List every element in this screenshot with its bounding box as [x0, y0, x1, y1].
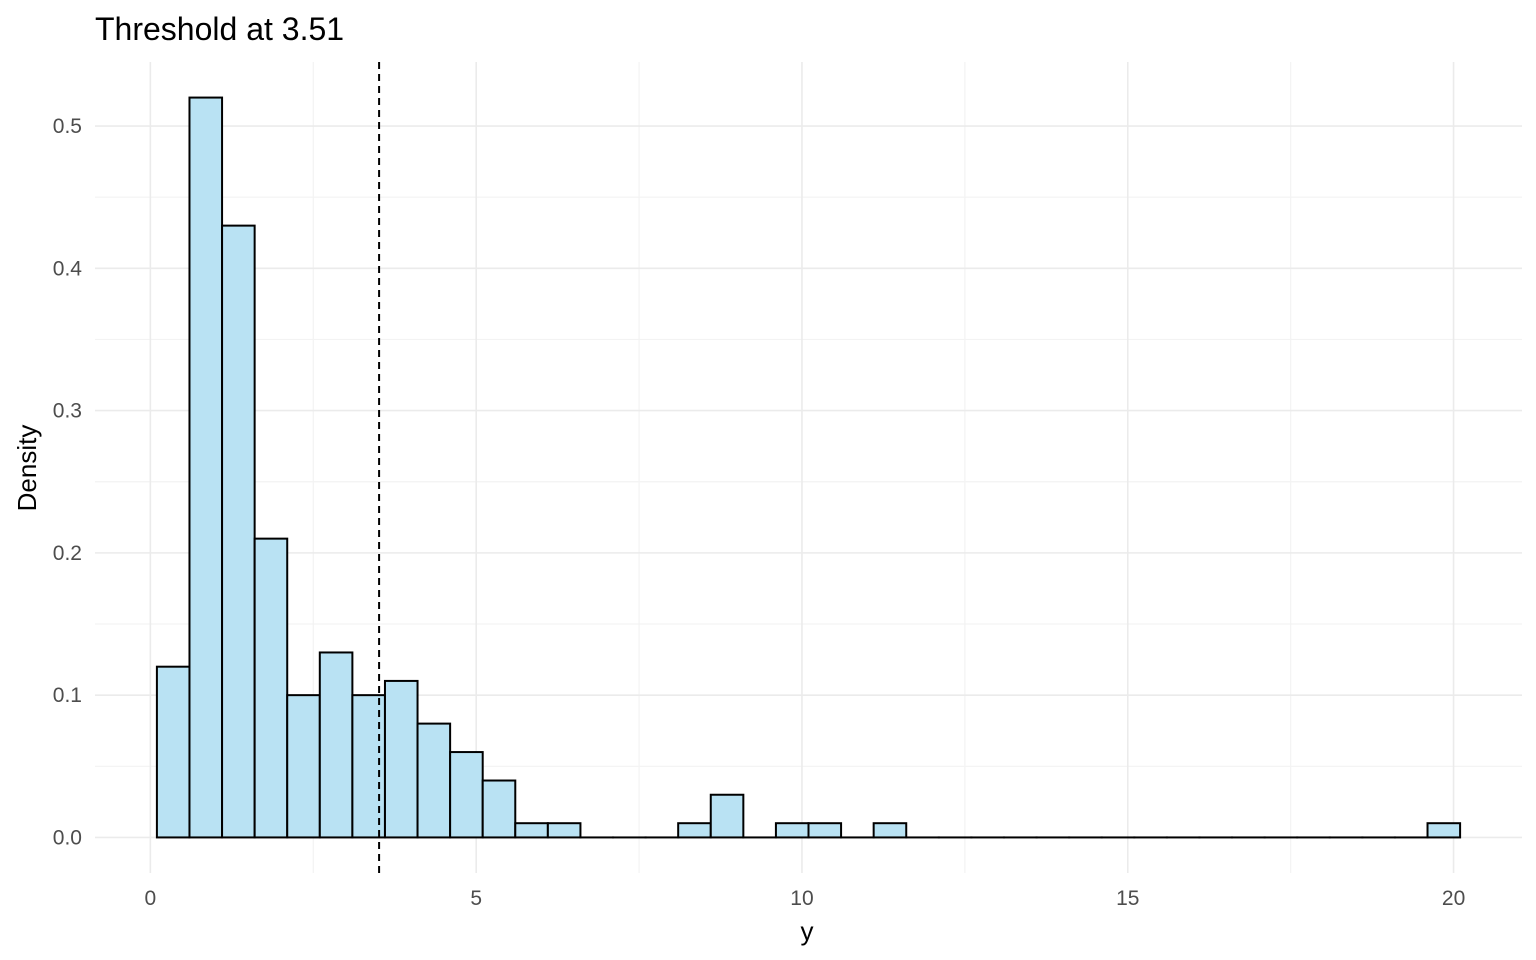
y-axis-tick-labels: 0.0 0.1 0.2 0.3 0.4 0.5 [53, 115, 83, 849]
histogram-bar-9 [449, 751, 484, 839]
y-tick-label-4: 0.4 [53, 257, 83, 280]
x-tick-label-0: 0 [145, 887, 157, 910]
histogram-bar-20 [807, 822, 843, 839]
histogram-bar-2 [221, 224, 256, 839]
histogram-bar-39 [1426, 822, 1462, 839]
histogram-bar-6 [351, 694, 386, 839]
y-tick-label-2: 0.2 [53, 542, 82, 565]
histogram-bar-0 [155, 665, 191, 839]
y-tick-label-0: 0.0 [53, 826, 82, 849]
histogram-bar-16 [677, 822, 712, 839]
x-axis-tick-labels: 0 5 10 15 20 [145, 887, 1466, 910]
histogram-bar-22 [872, 822, 908, 839]
histogram-bar-4 [286, 694, 321, 839]
y-tick-label-5: 0.5 [53, 115, 82, 138]
histogram-bar-19 [774, 822, 810, 839]
histogram-bar-11 [514, 822, 549, 839]
x-tick-label-2: 10 [790, 887, 813, 910]
x-tick-label-3: 15 [1116, 887, 1139, 910]
histogram-bar-17 [709, 793, 745, 839]
y-tick-label-1: 0.1 [53, 684, 82, 707]
histogram-bars [155, 96, 1462, 839]
x-tick-label-4: 20 [1442, 887, 1465, 910]
y-tick-label-3: 0.3 [53, 400, 82, 423]
chart-title: Threshold at 3.51 [95, 11, 344, 47]
histogram-bar-3 [253, 537, 289, 839]
histogram-bar-8 [416, 722, 452, 839]
y-axis-label: Density [12, 425, 42, 512]
histogram-bar-5 [318, 651, 354, 839]
histogram-bar-1 [188, 96, 224, 839]
histogram-bar-7 [383, 679, 419, 839]
x-axis-label: y [801, 916, 814, 946]
histogram-bar-12 [546, 822, 582, 839]
x-tick-label-1: 5 [470, 887, 482, 910]
grid-major-lines [95, 62, 1522, 873]
histogram-bar-10 [481, 779, 517, 839]
